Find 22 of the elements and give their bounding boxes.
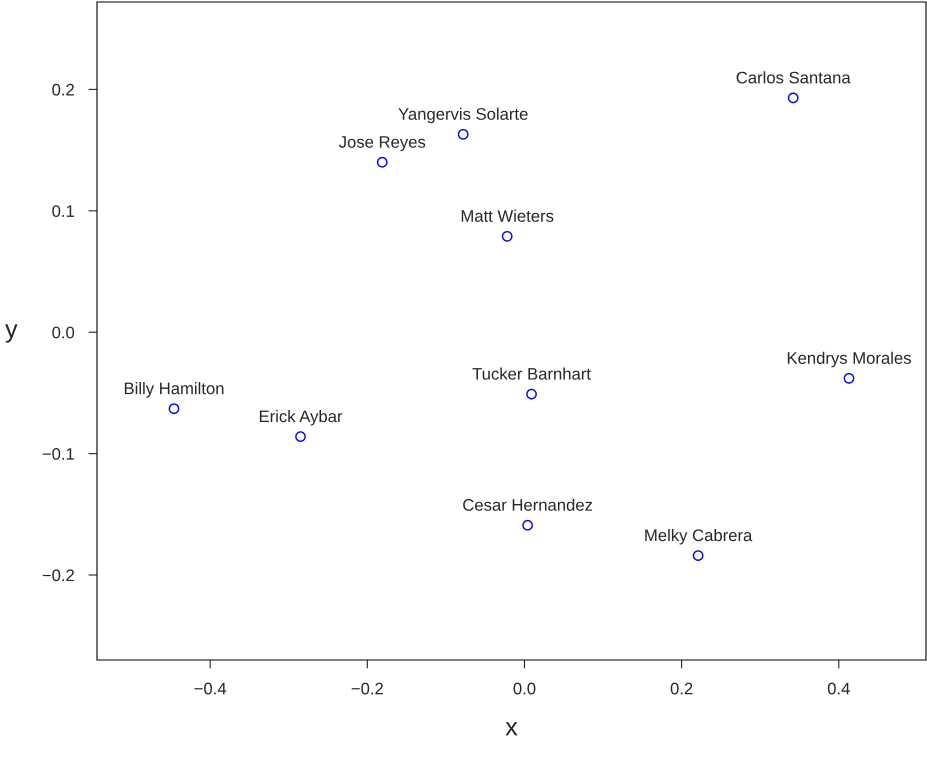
annotation: Tucker Barnhart <box>472 367 591 380</box>
annotation: Matt Wieters <box>462 210 554 222</box>
x-tick-label: −0.4 <box>194 682 226 694</box>
x-tick-label: 0.2 <box>670 682 692 694</box>
annotation: Billy Hamilton <box>124 382 224 398</box>
x-tick-label: 0.4 <box>828 682 850 694</box>
annotation: Melky Cabrera <box>645 528 752 544</box>
annotation: Carlos Santana <box>736 71 851 84</box>
annotation: Kendrys Morales <box>788 352 911 368</box>
y-tick-label: −0.2 <box>42 569 74 582</box>
y-tick-label: 0.1 <box>52 205 74 218</box>
y-axis-title: y <box>5 324 18 343</box>
x-tick-label: −0.2 <box>352 682 383 694</box>
annotation: Erick Aybar <box>260 410 342 426</box>
x-axis-title: x <box>506 722 518 736</box>
y-tick-label: 0.0 <box>52 326 74 338</box>
y-tick-label: 0.2 <box>52 84 74 96</box>
x-tick-label: 0.0 <box>514 682 536 694</box>
annotation: Cesar Hernandez <box>463 498 592 511</box>
annotation: Jose Reyes <box>338 136 426 152</box>
y-tick-label: −0.1 <box>42 448 74 460</box>
annotation: Yangervis Solarte <box>398 108 528 124</box>
